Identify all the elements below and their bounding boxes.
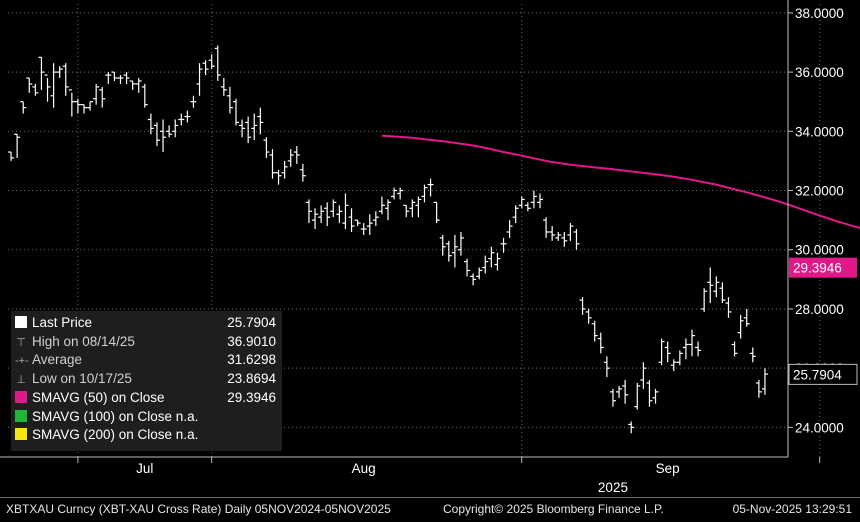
moving-average-line <box>381 134 860 229</box>
legend-row: ⊤ High on 08/14/25 36.9010 <box>15 333 276 351</box>
legend-row: SMAVG (100) on Close n.a. <box>15 408 276 426</box>
legend-marker-icon: ⊥ <box>16 374 26 387</box>
y-tick-label: 38.0000 <box>795 6 844 21</box>
legend-row: ⊥ Low on 10/17/25 23.8694 <box>15 370 276 388</box>
smavg-50-line <box>381 134 860 229</box>
legend-row: SMAVG (50) on Close 29.3946 <box>15 389 276 407</box>
legend-label: Last Price <box>32 315 93 330</box>
legend-swatch <box>15 428 27 441</box>
ohlc-bars <box>8 45 768 434</box>
legend-label: Low on 10/17/25 <box>32 371 132 387</box>
legend-label: High on 08/14/25 <box>32 333 135 349</box>
y-tick-label: 30.0000 <box>795 243 844 258</box>
y-tick-label: 34.0000 <box>795 124 844 139</box>
legend-panel: Last Price 25.7904 ⊤ High on 08/14/25 36.901… <box>11 311 282 451</box>
legend-row: SMAVG (200) on Close n.a. <box>15 426 276 444</box>
legend-row: Last Price 25.7904 <box>15 314 276 332</box>
legend-value: 29.3946 <box>227 389 276 405</box>
x-month-label: Aug <box>352 461 376 476</box>
legend-swatch <box>15 316 27 328</box>
legend-value: 23.8694 <box>227 371 276 387</box>
footer-security-info: XBTXAU Curncy (XBT-XAU Cross Rate) Daily… <box>6 502 391 516</box>
legend-value: 36.9010 <box>227 333 276 349</box>
legend-label: SMAVG (200) on Close n.a. <box>32 427 199 443</box>
x-month-label: Jul <box>136 461 153 476</box>
legend-label: SMAVG (100) on Close n.a. <box>32 408 199 424</box>
x-month-label: Sep <box>656 461 680 476</box>
legend-value: 31.6298 <box>227 352 276 368</box>
y-tick-label: 28.0000 <box>795 302 844 317</box>
price-badge-label: 25.7904 <box>793 367 842 382</box>
legend-marker-icon: -+- <box>15 355 29 368</box>
y-tick-label: 24.0000 <box>795 420 844 435</box>
footer-timestamp: 05-Nov-2025 13:29:51 <box>732 502 852 516</box>
price-badge-box <box>789 257 857 278</box>
y-tick-label: 36.0000 <box>795 65 844 80</box>
legend-swatch <box>15 409 27 422</box>
x-year-label: 2025 <box>598 480 628 495</box>
price-badge-box <box>788 363 858 385</box>
legend-row: -+- Average 31.6298 <box>15 351 276 369</box>
legend-marker-icon: ⊤ <box>16 336 26 349</box>
footer-copyright: Copyright© 2025 Bloomberg Finance L.P. <box>443 502 664 516</box>
y-tick-label: 32.0000 <box>795 184 844 199</box>
legend-swatch <box>15 390 27 403</box>
price-badge-label: 29.3946 <box>793 261 842 276</box>
legend-label: Average <box>32 352 83 368</box>
legend-value: 25.7904 <box>227 315 276 330</box>
footer-bar: XBTXAU Curncy (XBT-XAU Cross Rate) Daily… <box>0 497 860 522</box>
legend-label: SMAVG (50) on Close <box>32 389 165 405</box>
price-badges: 29.3946 25.7904 <box>788 257 858 385</box>
